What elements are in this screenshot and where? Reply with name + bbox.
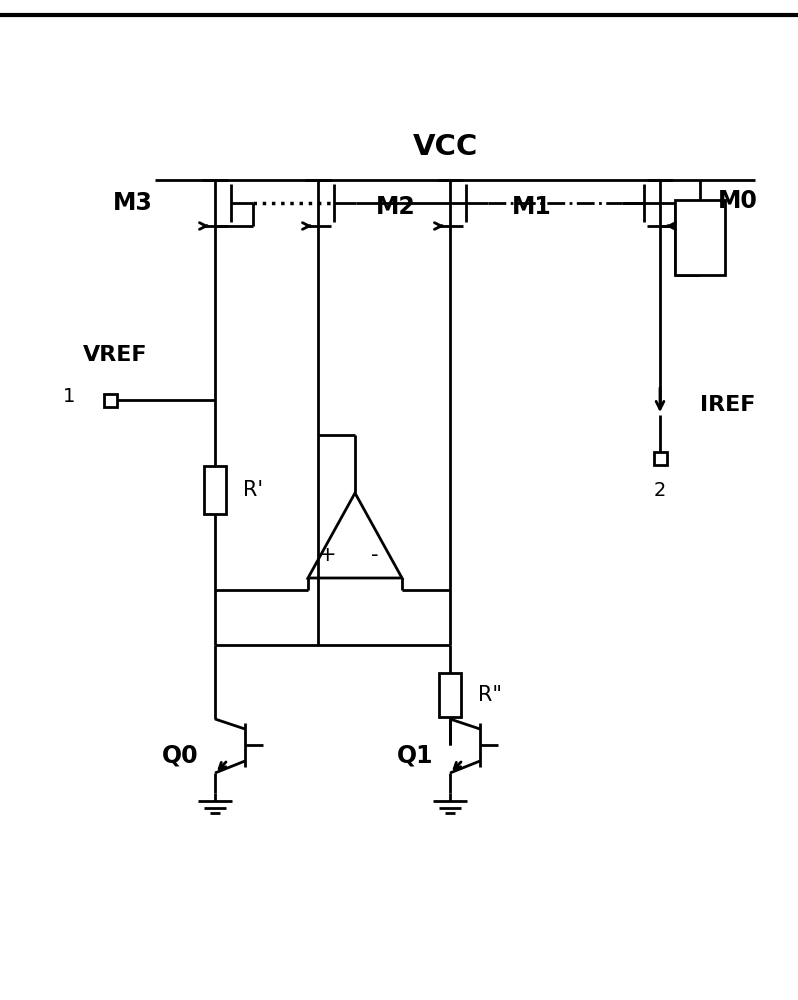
Text: Q0: Q0 bbox=[162, 743, 199, 767]
Bar bbox=[204, 466, 226, 514]
Text: M3: M3 bbox=[113, 191, 153, 215]
Text: 2: 2 bbox=[654, 481, 666, 499]
Text: R": R" bbox=[478, 685, 502, 705]
Bar bbox=[654, 452, 666, 464]
Text: -: - bbox=[371, 545, 379, 565]
Text: R': R' bbox=[243, 480, 263, 500]
Text: VREF: VREF bbox=[83, 345, 148, 365]
Text: M1: M1 bbox=[512, 195, 551, 219]
Bar bbox=[675, 200, 725, 275]
Text: M0: M0 bbox=[718, 189, 758, 213]
Bar bbox=[104, 393, 117, 406]
Text: M2: M2 bbox=[376, 195, 416, 219]
Bar bbox=[439, 673, 461, 717]
Text: Q1: Q1 bbox=[397, 743, 433, 767]
Text: +: + bbox=[319, 545, 337, 565]
Text: 1: 1 bbox=[62, 387, 75, 406]
Text: IREF: IREF bbox=[700, 395, 756, 415]
Text: VCC: VCC bbox=[413, 133, 478, 161]
